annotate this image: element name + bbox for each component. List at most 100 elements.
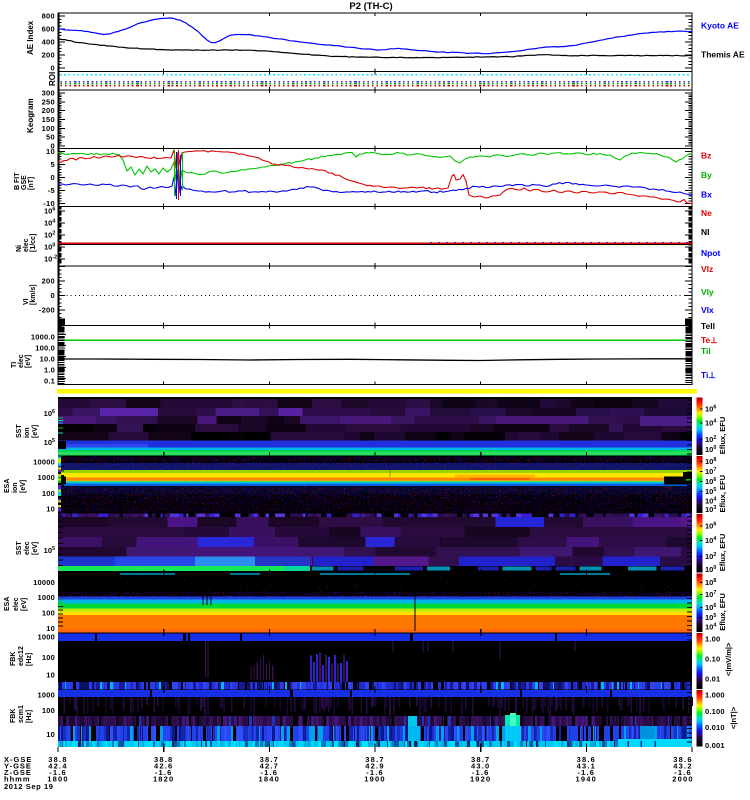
svg-text:43.0: 43.0: [471, 762, 490, 771]
svg-text:300: 300: [42, 89, 55, 98]
svg-text:100: 100: [42, 489, 55, 498]
svg-text:Ti⊥: Ti⊥: [701, 370, 716, 380]
svg-text:Npot: Npot: [701, 248, 721, 258]
svg-text:10: 10: [46, 147, 55, 156]
svg-text:2012 Sep 19: 2012 Sep 19: [4, 782, 54, 791]
svg-text:5: 5: [51, 160, 55, 169]
svg-text:NI: NI: [701, 227, 710, 237]
svg-text:[eV]: [eV]: [32, 542, 39, 555]
svg-text:1820: 1820: [153, 775, 175, 784]
svg-text:10: 10: [46, 730, 55, 739]
svg-text:Tell: Tell: [701, 321, 715, 331]
svg-text:Til: Til: [701, 346, 711, 356]
svg-text:1000: 1000: [38, 691, 56, 700]
svg-text:GSE: GSE: [21, 175, 28, 190]
svg-text:0: 0: [51, 291, 55, 300]
svg-text:106: 106: [705, 522, 716, 531]
svg-text:SST: SST: [16, 541, 23, 555]
svg-text:800: 800: [42, 12, 55, 21]
svg-text:106: 106: [44, 207, 55, 216]
svg-text:1000: 1000: [38, 473, 56, 482]
svg-text:0.001: 0.001: [705, 741, 725, 750]
svg-text:VIy: VIy: [701, 287, 714, 297]
svg-text:FBK: FBK: [10, 652, 17, 666]
svg-text:ROI: ROI: [48, 72, 57, 86]
svg-text:1940: 1940: [576, 775, 598, 784]
svg-text:ion: ion: [24, 428, 31, 439]
svg-text:42.6: 42.6: [154, 762, 173, 771]
svg-text:Z-GSE: Z-GSE: [4, 768, 32, 777]
svg-text:104: 104: [705, 623, 716, 632]
svg-text:38.8: 38.8: [48, 755, 67, 764]
svg-text:[eV]: [eV]: [25, 355, 32, 368]
svg-text:42.7: 42.7: [260, 762, 279, 771]
svg-text:0.010: 0.010: [705, 723, 725, 732]
svg-text:10.0: 10.0: [40, 355, 55, 364]
svg-text:-1.6: -1.6: [366, 768, 384, 777]
svg-text:104: 104: [705, 497, 716, 506]
svg-text:10000: 10000: [33, 578, 55, 587]
svg-text:102: 102: [705, 552, 716, 561]
svg-text:100: 100: [705, 565, 716, 574]
svg-text:Bz: Bz: [701, 151, 711, 161]
svg-text:103: 103: [705, 505, 716, 514]
svg-text:VIz: VIz: [701, 264, 713, 274]
svg-text:1900: 1900: [364, 775, 386, 784]
svg-text:1.0: 1.0: [44, 366, 55, 375]
svg-text:38.7: 38.7: [471, 755, 490, 764]
svg-text:Ni: Ni: [16, 245, 23, 252]
svg-text:106: 106: [705, 405, 716, 414]
svg-text:104: 104: [705, 536, 716, 545]
svg-text:38.8: 38.8: [154, 755, 173, 764]
svg-text:Kyoto AE: Kyoto AE: [701, 21, 739, 31]
svg-text:100: 100: [42, 653, 55, 662]
svg-text:43.2: 43.2: [673, 762, 692, 771]
svg-text:108: 108: [705, 457, 716, 466]
svg-text:By: By: [701, 170, 712, 180]
svg-text:[1/cc]: [1/cc]: [30, 234, 37, 252]
svg-text:elec: elec: [13, 597, 20, 611]
svg-text:elec: elec: [18, 354, 25, 368]
svg-text:hhmm: hhmm: [4, 775, 31, 784]
svg-text:102: 102: [705, 435, 716, 444]
svg-text:100.0: 100.0: [35, 344, 55, 353]
svg-text:Y-GSE: Y-GSE: [4, 762, 32, 771]
svg-text:0.01: 0.01: [705, 674, 720, 683]
svg-text:-1.6: -1.6: [49, 768, 67, 777]
svg-text:-5: -5: [48, 186, 55, 195]
svg-text:400: 400: [42, 38, 55, 47]
svg-text:0: 0: [51, 142, 55, 151]
svg-text:1000: 1000: [38, 593, 56, 602]
svg-text:200: 200: [42, 277, 55, 286]
svg-text:Bx: Bx: [701, 190, 712, 200]
svg-text:107: 107: [705, 590, 716, 599]
svg-text:100: 100: [42, 609, 55, 618]
svg-text:0.100: 0.100: [705, 707, 725, 716]
svg-text:105: 105: [44, 546, 55, 555]
svg-text:100: 100: [42, 706, 55, 715]
svg-text:AE Index: AE Index: [26, 20, 35, 55]
svg-text:-1.6: -1.6: [577, 768, 595, 777]
svg-text:10: 10: [46, 505, 55, 514]
svg-text:SST: SST: [16, 424, 23, 438]
svg-text:200: 200: [42, 106, 55, 115]
svg-text:P2 (TH-C): P2 (TH-C): [349, 1, 392, 12]
svg-text:-1.6: -1.6: [260, 768, 278, 777]
svg-text:Eflux, EFU: Eflux, EFU: [718, 475, 727, 513]
svg-text:[Hz]: [Hz]: [26, 710, 33, 723]
svg-text:TI: TI: [11, 362, 18, 368]
svg-text:Te⊥: Te⊥: [701, 335, 718, 345]
svg-text:-1.6: -1.6: [674, 768, 692, 777]
svg-text:105: 105: [705, 613, 716, 622]
svg-text:0.10: 0.10: [705, 655, 720, 664]
svg-text:Ne: Ne: [701, 208, 712, 218]
svg-text:100: 100: [705, 445, 716, 454]
svg-text:43.1: 43.1: [577, 762, 596, 771]
svg-text:0.1: 0.1: [44, 377, 55, 386]
svg-text:<|mV/m|>: <|mV/m|>: [724, 642, 733, 676]
svg-text:102: 102: [44, 231, 55, 240]
svg-text:100: 100: [44, 243, 55, 252]
svg-text:[eV]: [eV]: [20, 480, 27, 493]
svg-text:105: 105: [44, 438, 55, 447]
svg-text:200: 200: [42, 51, 55, 60]
